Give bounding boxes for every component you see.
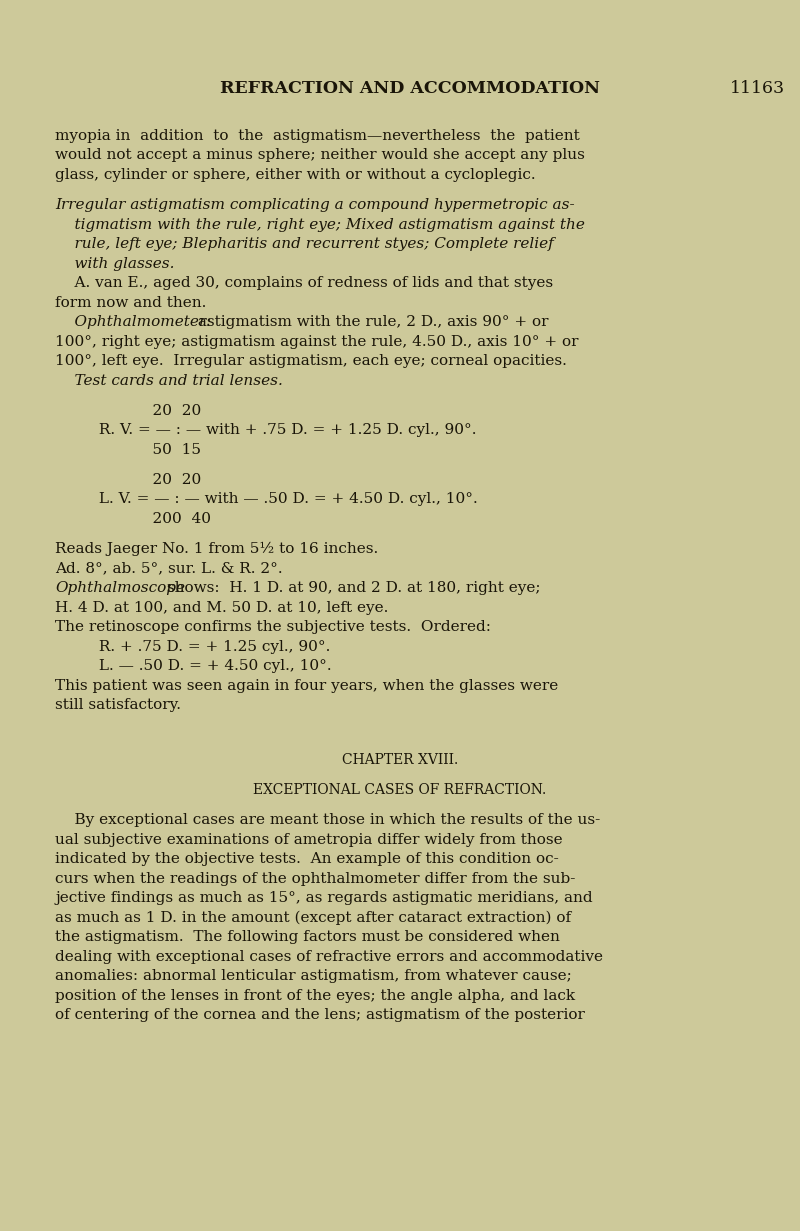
Text: glass, cylinder or sphere, either with or without a cycloplegic.: glass, cylinder or sphere, either with o…	[55, 167, 536, 182]
Text: The retinoscope confirms the subjective tests.  Ordered:: The retinoscope confirms the subjective …	[55, 620, 491, 634]
Text: curs when the readings of the ophthalmometer differ from the sub-: curs when the readings of the ophthalmom…	[55, 872, 575, 886]
Text: 11163: 11163	[730, 80, 785, 97]
Text: Irregular astigmatism complicating a compound hypermetropic as-: Irregular astigmatism complicating a com…	[55, 198, 574, 212]
Text: R. + .75 D. = + 1.25 cyl., 90°.: R. + .75 D. = + 1.25 cyl., 90°.	[55, 640, 330, 654]
Text: myopia in  addition  to  the  astigmatism—nevertheless  the  patient: myopia in addition to the astigmatism—ne…	[55, 129, 580, 143]
Text: REFRACTION AND ACCOMMODATION: REFRACTION AND ACCOMMODATION	[220, 80, 600, 97]
Text: jective findings as much as 15°, as regards astigmatic meridians, and: jective findings as much as 15°, as rega…	[55, 891, 593, 905]
Text: indicated by the objective tests.  An example of this condition oc-: indicated by the objective tests. An exa…	[55, 852, 558, 867]
Text: CHAPTER XVIII.: CHAPTER XVIII.	[342, 753, 458, 767]
Text: A. van E., aged 30, complains of redness of lids and that styes: A. van E., aged 30, complains of redness…	[55, 276, 553, 291]
Text: with glasses.: with glasses.	[55, 256, 174, 271]
Text: astigmatism with the rule, 2 D., axis 90° + or: astigmatism with the rule, 2 D., axis 90…	[193, 315, 549, 329]
Text: 100°, left eye.  Irregular astigmatism, each eye; corneal opacities.: 100°, left eye. Irregular astigmatism, e…	[55, 355, 567, 368]
Text: position of the lenses in front of the eyes; the angle alpha, and lack: position of the lenses in front of the e…	[55, 988, 575, 1003]
Text: as much as 1 D. in the amount (except after cataract extraction) of: as much as 1 D. in the amount (except af…	[55, 911, 571, 924]
Text: Test cards and trial lenses.: Test cards and trial lenses.	[55, 373, 283, 388]
Text: R. V. = — : — with + .75 D. = + 1.25 D. cyl., 90°.: R. V. = — : — with + .75 D. = + 1.25 D. …	[55, 423, 477, 437]
Text: 20  20: 20 20	[55, 473, 202, 487]
Text: 20  20: 20 20	[55, 404, 202, 417]
Text: ual subjective examinations of ametropia differ widely from those: ual subjective examinations of ametropia…	[55, 832, 562, 847]
Text: tigmatism with the rule, right eye; Mixed astigmatism against the: tigmatism with the rule, right eye; Mixe…	[55, 218, 585, 231]
Text: L. — .50 D. = + 4.50 cyl., 10°.: L. — .50 D. = + 4.50 cyl., 10°.	[55, 659, 332, 673]
Text: form now and then.: form now and then.	[55, 295, 206, 309]
Text: Ad. 8°, ab. 5°, sur. L. & R. 2°.: Ad. 8°, ab. 5°, sur. L. & R. 2°.	[55, 561, 282, 576]
Text: H. 4 D. at 100, and M. 50 D. at 10, left eye.: H. 4 D. at 100, and M. 50 D. at 10, left…	[55, 601, 388, 614]
Text: the astigmatism.  The following factors must be considered when: the astigmatism. The following factors m…	[55, 931, 560, 944]
Text: Ophthalmoscope: Ophthalmoscope	[55, 581, 185, 596]
Text: would not accept a minus sphere; neither would she accept any plus: would not accept a minus sphere; neither…	[55, 148, 585, 162]
Text: L. V. = — : — with — .50 D. = + 4.50 D. cyl., 10°.: L. V. = — : — with — .50 D. = + 4.50 D. …	[55, 492, 478, 506]
Text: shows:  H. 1 D. at 90, and 2 D. at 180, right eye;: shows: H. 1 D. at 90, and 2 D. at 180, r…	[162, 581, 541, 596]
Text: Reads Jaeger No. 1 from 5½ to 16 inches.: Reads Jaeger No. 1 from 5½ to 16 inches.	[55, 542, 378, 556]
Text: 200  40: 200 40	[55, 512, 211, 526]
Text: still satisfactory.: still satisfactory.	[55, 698, 181, 713]
Text: rule, left eye; Blepharitis and recurrent styes; Complete relief: rule, left eye; Blepharitis and recurren…	[55, 238, 554, 251]
Text: 100°, right eye; astigmatism against the rule, 4.50 D., axis 10° + or: 100°, right eye; astigmatism against the…	[55, 335, 578, 348]
Text: By exceptional cases are meant those in which the results of the us-: By exceptional cases are meant those in …	[55, 814, 600, 827]
Text: anomalies: abnormal lenticular astigmatism, from whatever cause;: anomalies: abnormal lenticular astigmati…	[55, 969, 572, 984]
Text: of centering of the cornea and the lens; astigmatism of the posterior: of centering of the cornea and the lens;…	[55, 1008, 585, 1022]
Text: 50  15: 50 15	[55, 443, 201, 457]
Text: EXCEPTIONAL CASES OF REFRACTION.: EXCEPTIONAL CASES OF REFRACTION.	[254, 783, 546, 796]
Text: This patient was seen again in four years, when the glasses were: This patient was seen again in four year…	[55, 678, 558, 693]
Text: Ophthalmometer:: Ophthalmometer:	[55, 315, 211, 329]
Text: dealing with exceptional cases of refractive errors and accommodative: dealing with exceptional cases of refrac…	[55, 950, 603, 964]
